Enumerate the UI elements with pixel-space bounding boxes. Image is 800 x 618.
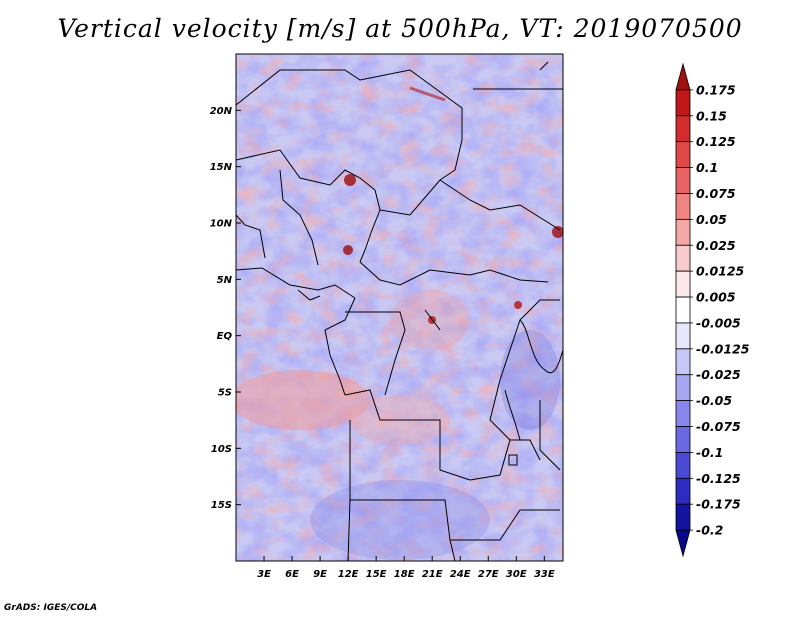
colorbar-label: -0.05 — [696, 393, 732, 408]
colorbar-label: -0.2 — [696, 523, 723, 538]
colorbar-label: 0.15 — [696, 108, 727, 123]
colorbar-label: 0.1 — [696, 160, 718, 175]
map-convective-core — [344, 174, 356, 186]
lake-outline — [508, 454, 518, 466]
colorbar-label: 0.0125 — [696, 264, 745, 279]
lon-tick-label: 15E — [366, 569, 387, 580]
colorbar-label: 0.05 — [696, 212, 727, 227]
lat-tick-label: 15N — [210, 162, 233, 173]
colorbar-swatch — [675, 193, 691, 220]
colorbar-label: -0.0125 — [696, 341, 750, 356]
grads-credit: GrADS: IGES/COLA — [4, 603, 98, 613]
latitude-axis: 20N 15N 10N 5N EQ 5S 10S 15S — [210, 106, 241, 511]
map-updraft-region — [236, 370, 370, 430]
colorbar-swatch — [675, 89, 691, 117]
country-borders — [236, 61, 563, 561]
colorbar-swatch — [675, 348, 691, 376]
colorbar-label: 0.075 — [696, 186, 736, 201]
colorbar-swatch — [675, 322, 691, 350]
map-downdraft-region — [310, 480, 490, 560]
map-upward-field — [236, 54, 563, 561]
colorbar-label: -0.125 — [696, 471, 741, 486]
lat-tick-label: 10N — [210, 219, 233, 230]
colorbar-swatch — [675, 141, 691, 168]
colorbar-label: 0.175 — [696, 82, 736, 97]
map-convective-core — [552, 226, 563, 238]
colorbar-swatch — [675, 244, 691, 272]
colorbar-swatch — [675, 296, 691, 324]
lon-tick-label: 30E — [506, 569, 527, 580]
colorbar-swatch — [675, 115, 691, 143]
colorbar-swatch — [675, 529, 691, 558]
map-panel — [236, 54, 563, 561]
lat-tick-label: EQ — [217, 331, 233, 342]
colorbar-swatch — [675, 426, 691, 453]
colorbar-label: 0.025 — [696, 238, 736, 253]
colorbar-label: 0.125 — [696, 134, 736, 149]
lat-tick-label: 10S — [211, 444, 232, 455]
colorbar-swatch — [675, 218, 691, 246]
lon-tick-label: 27E — [478, 569, 499, 580]
map-convective-core — [343, 245, 353, 255]
map-updraft-streak — [409, 86, 446, 102]
colorbar-swatch — [675, 270, 691, 298]
colorbar-swatch — [675, 62, 691, 91]
colorbar-label: -0.005 — [696, 315, 741, 330]
lon-tick-label: 3E — [257, 569, 271, 580]
lon-tick-label: 21E — [422, 569, 443, 580]
lat-tick-label: 5S — [218, 388, 232, 399]
map-convective-core — [514, 301, 522, 309]
colorbar-swatch — [675, 167, 691, 194]
map-frame — [235, 53, 564, 562]
lat-tick-label: 20N — [210, 106, 233, 117]
chart-title: Vertical velocity [m/s] at 500hPa, VT: 2… — [57, 14, 743, 43]
colorbar-label: -0.1 — [696, 445, 723, 460]
colorbar-swatch — [675, 477, 691, 505]
longitude-axis: 3E 6E 9E 12E 15E 18E 21E 24E 27E 30E 33E — [257, 556, 555, 580]
lon-tick-label: 18E — [394, 569, 415, 580]
lon-tick-label: 33E — [534, 569, 555, 580]
colorbar-label: -0.075 — [696, 419, 741, 434]
lon-tick-label: 12E — [338, 569, 359, 580]
lon-tick-label: 9E — [313, 569, 327, 580]
lat-tick-label: 15S — [211, 500, 232, 511]
lon-tick-label: 6E — [285, 569, 299, 580]
colorbar-swatch — [675, 400, 691, 427]
colorbar-swatch — [675, 374, 691, 402]
colorbar-label: -0.025 — [696, 367, 741, 382]
colorbar-swatch — [675, 452, 691, 479]
colorbar-label: 0.005 — [696, 290, 736, 305]
colorbar: 0.175 0.15 0.125 0.1 0.075 0.05 0.025 0.0125 0.0… — [675, 62, 750, 558]
colorbar-label: -0.175 — [696, 497, 741, 512]
map-downdraft-region — [500, 330, 560, 430]
lat-tick-label: 5N — [217, 275, 233, 286]
lon-tick-label: 24E — [450, 569, 471, 580]
colorbar-swatch — [675, 503, 691, 531]
